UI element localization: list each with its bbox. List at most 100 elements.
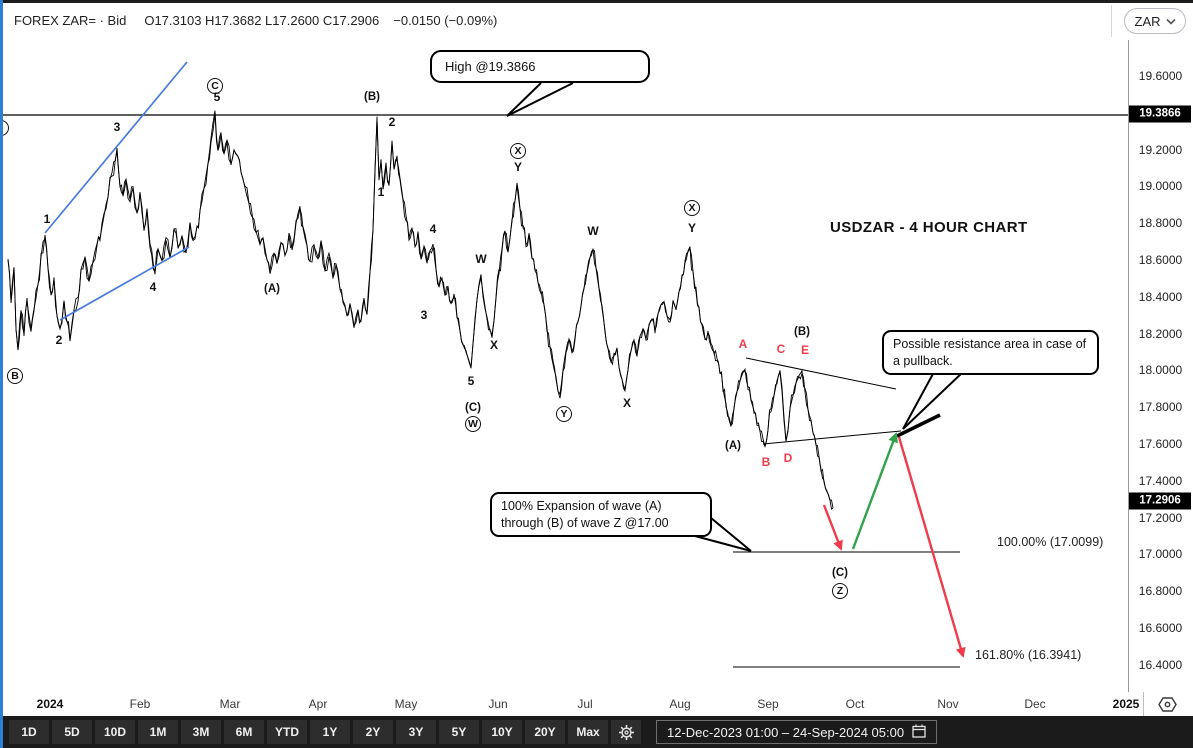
high-price-badge: 19.3866 [1129, 105, 1191, 123]
time-tick-label: Oct [845, 697, 865, 711]
elliott-wave-label: Y [513, 160, 523, 174]
elliott-wave-label: 5 [213, 90, 221, 104]
channel-line-upper[interactable] [44, 61, 188, 234]
elliott-wave-label: Y [556, 406, 572, 422]
range-button-1d[interactable]: 1D [9, 720, 49, 744]
price-tick-label: 17.4000 [1138, 473, 1183, 488]
elliott-wave-label: W [475, 252, 487, 266]
range-button-6m[interactable]: 6M [224, 720, 264, 744]
range-button-3y[interactable]: 3Y [396, 720, 436, 744]
time-tick-label: 2024 [36, 697, 64, 711]
time-tick-label: Nov [937, 697, 959, 711]
elliott-wave-label: Y [687, 221, 697, 235]
price-tick-label: 16.6000 [1138, 621, 1183, 635]
price-tick-label: 17.6000 [1138, 437, 1183, 451]
price-tick-label: 19.2000 [1138, 142, 1183, 157]
price-tick-label: 18.4000 [1138, 289, 1183, 304]
callout-tail [506, 82, 542, 117]
range-button-10y[interactable]: 10Y [482, 720, 522, 744]
elliott-wave-label: D [783, 451, 793, 465]
callout-tail [902, 371, 964, 430]
elliott-wave-label: W [465, 416, 481, 432]
elliott-wave-label: A [738, 337, 748, 351]
resistance-segment[interactable] [896, 413, 941, 438]
elliott-wave-label: (B) [794, 326, 810, 338]
currency-selector-label: ZAR [1134, 13, 1161, 29]
projection-arrow-down-large[interactable] [897, 436, 966, 658]
calendar-icon [912, 724, 926, 741]
elliott-wave-label: 3 [420, 308, 428, 322]
expansion-annotation-text: 100% Expansion of wave (A) through (B) o… [501, 499, 669, 530]
elliott-wave-label: 1 [43, 212, 51, 226]
elliott-wave-label: X [622, 396, 632, 410]
price-axis[interactable]: 19.6000 19.2000 19.0000 18.8000 18.6000 18.40… [1128, 36, 1193, 692]
range-button-3m[interactable]: 3M [181, 720, 221, 744]
resistance-annotation-text: Possible resistance area in case of a pu… [893, 337, 1087, 368]
projection-arrow-down-small[interactable] [822, 504, 843, 551]
price-tick-label: 18.0000 [1138, 363, 1183, 378]
triangle-upper-line[interactable] [745, 357, 897, 390]
time-tick-label: May [394, 697, 418, 711]
price-chart-canvas [0, 61, 1128, 668]
high-annotation-callout[interactable]: High @19.3866 [430, 50, 650, 83]
channel-line-lower[interactable] [59, 246, 190, 321]
time-tick-label: Jun [488, 697, 508, 711]
date-range-text: 12-Dec-2023 01:00 – 24-Sep-2024 05:00 [667, 724, 905, 740]
elliott-wave-label: 4 [429, 222, 437, 236]
elliott-wave-label: Z [832, 583, 848, 599]
elliott-wave-label: B [761, 455, 771, 469]
callout-tail [506, 82, 574, 117]
price-tick-label: 17.8000 [1138, 400, 1183, 415]
expansion-annotation-callout[interactable]: 100% Expansion of wave (A) through (B) o… [490, 492, 712, 537]
resistance-annotation-callout[interactable]: Possible resistance area in case of a pu… [882, 330, 1099, 375]
window-top-border [0, 0, 1193, 3]
range-button-10d[interactable]: 10D [95, 720, 135, 744]
range-button-2y[interactable]: 2Y [353, 720, 393, 744]
elliott-wave-label: C [776, 342, 786, 356]
range-button-1y[interactable]: 1Y [310, 720, 350, 744]
triangle-lower-line[interactable] [762, 430, 902, 445]
price-tick-label: 19.0000 [1138, 179, 1183, 194]
price-tick-label: 16.4000 [1138, 657, 1183, 672]
chevron-down-icon [1165, 18, 1176, 25]
price-axis-separator [1128, 40, 1129, 692]
elliott-wave-label: (A) [264, 283, 280, 295]
projection-arrow-up[interactable] [851, 432, 898, 550]
window-left-border [0, 0, 3, 748]
price-series-path [7, 110, 834, 509]
elliott-wave-label: 2 [388, 115, 396, 129]
date-range-picker[interactable]: 12-Dec-2023 01:00 – 24-Sep-2024 05:00 [656, 720, 938, 744]
price-tick-label: 18.8000 [1138, 216, 1183, 231]
time-axis-separator [1143, 692, 1144, 716]
currency-selector[interactable]: ZAR [1124, 8, 1186, 34]
ohlc-values: O17.3103 H17.3682 L17.2600 C17.2906 [144, 12, 380, 28]
elliott-wave-label: C [207, 78, 223, 94]
elliott-wave-label: (B) [364, 91, 380, 103]
elliott-wave-label: 3 [113, 120, 121, 134]
range-button-1m[interactable]: 1M [138, 720, 178, 744]
range-button-5y[interactable]: 5Y [439, 720, 479, 744]
fib-161-label: 161.80% (16.3941) [975, 648, 1082, 662]
time-tick-label: Aug [669, 697, 691, 711]
time-tick-label: Sep [757, 697, 779, 711]
range-button-20y[interactable]: 20Y [525, 720, 565, 744]
time-axis[interactable]: 2024 Feb Mar Apr May Jun Jul Aug Sep Oct Nov Dec 202… [0, 692, 1193, 716]
chart-settings-gear-icon[interactable] [611, 720, 641, 744]
price-tick-label: 17.0000 [1138, 547, 1183, 562]
change-value: −0.0150 (−0.09%) [393, 12, 498, 28]
range-button-max[interactable]: Max [568, 720, 608, 744]
chart-plot-area[interactable]: 1 2 3 4 C 5 B (A) (B) 2 1 4 3 W X 5 (C) W X Y W Y X X Y A C (B) E (A)… [0, 0, 1128, 692]
elliott-wave-label: 4 [149, 280, 157, 294]
header-separator [1111, 5, 1112, 37]
time-tick-label: Mar [219, 697, 241, 711]
time-tick-label: Dec [1024, 697, 1046, 711]
elliott-wave-label: (A) [725, 440, 741, 452]
price-tick-label: 18.6000 [1138, 253, 1183, 267]
last-price-badge: 17.2906 [1129, 492, 1191, 510]
elliott-wave-label: X [489, 338, 499, 352]
range-button-5d[interactable]: 5D [52, 720, 92, 744]
range-button-ytd[interactable]: YTD [267, 720, 307, 744]
axis-settings-icon[interactable] [1155, 695, 1179, 714]
price-tick-label: 19.6000 [1138, 69, 1183, 83]
